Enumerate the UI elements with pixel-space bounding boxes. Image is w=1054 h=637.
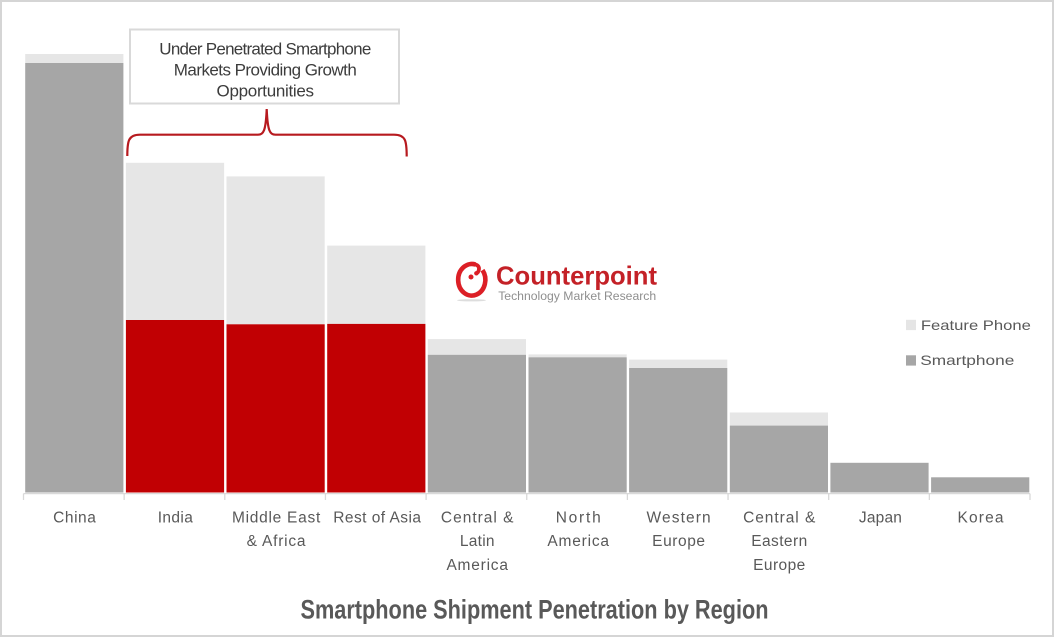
svg-text:Smartphone Shipment Penetratio: Smartphone Shipment Penetration by Regio…: [301, 595, 769, 625]
svg-text:Japan: Japan: [859, 510, 902, 527]
svg-text:Under Penetrated Smartphone: Under Penetrated Smartphone: [159, 40, 371, 59]
svg-text:& Africa: & Africa: [247, 533, 306, 550]
svg-text:India: India: [158, 510, 193, 527]
svg-text:North: North: [556, 510, 601, 527]
svg-text:Korea: Korea: [957, 510, 1003, 527]
svg-text:Europe: Europe: [652, 533, 705, 550]
svg-text:Central &: Central &: [441, 510, 514, 527]
svg-text:Smartphone: Smartphone: [920, 353, 1014, 368]
svg-text:Rest of Asia: Rest of Asia: [333, 510, 421, 527]
svg-text:Europe: Europe: [753, 557, 805, 574]
svg-text:Feature Phone: Feature Phone: [921, 318, 1031, 333]
svg-text:Markets Providing Growth: Markets Providing Growth: [174, 61, 357, 80]
svg-text:Western: Western: [647, 510, 711, 527]
svg-text:Eastern: Eastern: [751, 533, 807, 550]
svg-text:Technology Market Research: Technology Market Research: [498, 289, 656, 303]
svg-text:China: China: [53, 510, 96, 527]
svg-text:Latin: Latin: [460, 533, 495, 550]
svg-text:Central &: Central &: [743, 510, 816, 527]
svg-text:Opportunities: Opportunities: [217, 81, 315, 100]
svg-text:America: America: [446, 557, 508, 574]
svg-text:Counterpoint: Counterpoint: [496, 261, 657, 291]
svg-text:Middle East: Middle East: [232, 510, 321, 527]
svg-text:America: America: [547, 533, 609, 550]
